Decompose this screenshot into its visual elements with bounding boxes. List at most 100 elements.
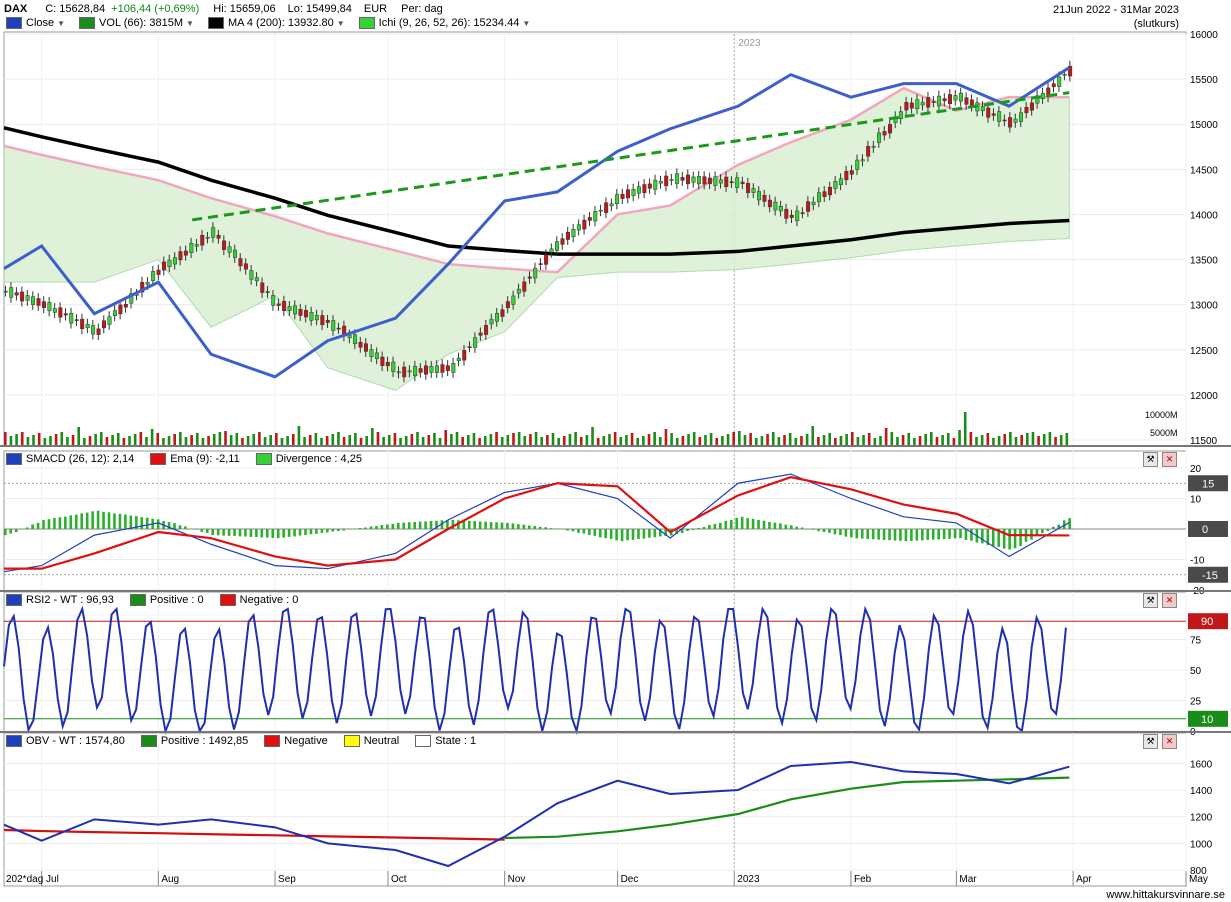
volume-bar	[726, 434, 730, 446]
candle-body	[407, 370, 412, 373]
divergence-bar	[336, 529, 340, 532]
volume-bar	[139, 432, 143, 446]
chevron-down-icon[interactable]: ▼	[522, 18, 531, 28]
chevron-down-icon[interactable]: ▼	[186, 18, 194, 28]
divergence-bar	[828, 529, 831, 533]
candle-body	[898, 111, 903, 120]
volume-bar	[958, 430, 961, 446]
legend-swatch	[6, 17, 22, 29]
divergence-bar	[31, 524, 34, 529]
volume-bar	[709, 433, 713, 446]
candle-body	[41, 301, 46, 308]
divergence-bar	[1035, 529, 1039, 536]
volume-bar	[4, 432, 7, 446]
volume-bar	[952, 438, 956, 446]
candle-body	[265, 291, 270, 293]
chevron-down-icon[interactable]: ▼	[57, 18, 66, 28]
candle-body	[953, 95, 958, 101]
volume-bar	[128, 436, 131, 446]
wrench-icon[interactable]: ⚒	[1143, 734, 1158, 749]
volume-bar	[212, 434, 216, 446]
divergence-bar	[511, 523, 515, 529]
candle-body	[31, 296, 36, 305]
candle-body	[800, 212, 805, 214]
candle-body	[555, 241, 560, 251]
candle-body	[429, 366, 434, 373]
divergence-bar	[1041, 529, 1044, 534]
candle-body	[582, 219, 587, 230]
volume-bar	[150, 429, 154, 446]
candle-body	[538, 263, 543, 265]
y-tick-label: 12500	[1190, 346, 1218, 357]
hi-text: Hi: 15659,06	[213, 3, 276, 15]
volume-bar	[568, 434, 572, 446]
volume-bar	[529, 434, 532, 446]
ma-200-line	[3, 126, 1070, 256]
candle-body	[997, 111, 1002, 122]
close-icon[interactable]: ✕	[1162, 593, 1177, 608]
close-icon[interactable]: ✕	[1162, 734, 1177, 749]
volume-bar	[1014, 437, 1018, 446]
candle-body	[887, 124, 892, 134]
divergence-bar	[69, 515, 73, 529]
wrench-icon[interactable]: ⚒	[1143, 593, 1158, 608]
legend-label: Close	[26, 17, 55, 29]
divergence-bar	[205, 529, 209, 533]
candle-body	[675, 173, 680, 184]
candle-body	[287, 306, 292, 311]
candle-body	[456, 357, 461, 361]
rsi-line	[3, 605, 1067, 735]
divergence-bar	[882, 529, 886, 540]
divergence-bar	[107, 512, 111, 529]
divergence-bar	[413, 522, 416, 529]
legend-swatch	[219, 594, 236, 606]
candle-body	[915, 99, 920, 110]
volume-bar	[179, 432, 182, 446]
volume-bar	[557, 438, 560, 446]
divergence-bar	[58, 517, 62, 529]
candle-body	[107, 316, 112, 325]
chevron-down-icon[interactable]: ▼	[336, 18, 345, 28]
divergence-bar	[970, 529, 973, 541]
value-marker-label: 10	[1201, 714, 1213, 726]
volume-bar	[83, 438, 86, 446]
volume-bar	[670, 433, 673, 446]
y-tick-label: 10	[1190, 495, 1202, 506]
candle-body	[729, 181, 734, 183]
candle-body	[162, 261, 167, 271]
legend-swatch	[6, 453, 22, 465]
candle-body	[909, 102, 914, 109]
volume-bar	[433, 433, 436, 446]
candle-body	[1002, 119, 1007, 122]
divergence-bar	[609, 529, 613, 539]
divergence-bar	[396, 522, 400, 529]
divergence-bar	[920, 529, 924, 541]
candle-body	[615, 194, 620, 205]
candle-body	[926, 97, 931, 108]
candle-body	[560, 238, 565, 245]
volume-bar	[483, 436, 487, 446]
divergence-bar	[1057, 524, 1061, 529]
divergence-bar	[910, 529, 913, 541]
divergence-bar	[80, 513, 84, 529]
divergence-bar	[653, 529, 657, 538]
volume-bar	[376, 432, 380, 446]
y-tick-label: 1000	[1190, 839, 1213, 850]
volume-bar	[766, 434, 769, 446]
divergence-bar	[167, 522, 171, 529]
candle-body	[1051, 83, 1056, 88]
candle-body	[434, 365, 439, 373]
candle-body	[931, 101, 936, 103]
divergence-bar	[473, 521, 477, 529]
x-tick-label: Oct	[391, 874, 407, 885]
close-icon[interactable]: ✕	[1162, 452, 1177, 467]
legend-label: SMACD (26, 12): 2,14	[26, 453, 135, 465]
divergence-bar	[626, 529, 629, 541]
divergence-bar	[959, 529, 962, 539]
divergence-bar	[648, 529, 651, 538]
candle-body	[1040, 92, 1045, 99]
volume-bar	[992, 438, 995, 446]
divergence-bar	[173, 523, 176, 529]
divergence-bar	[1019, 529, 1022, 547]
wrench-icon[interactable]: ⚒	[1143, 452, 1158, 467]
